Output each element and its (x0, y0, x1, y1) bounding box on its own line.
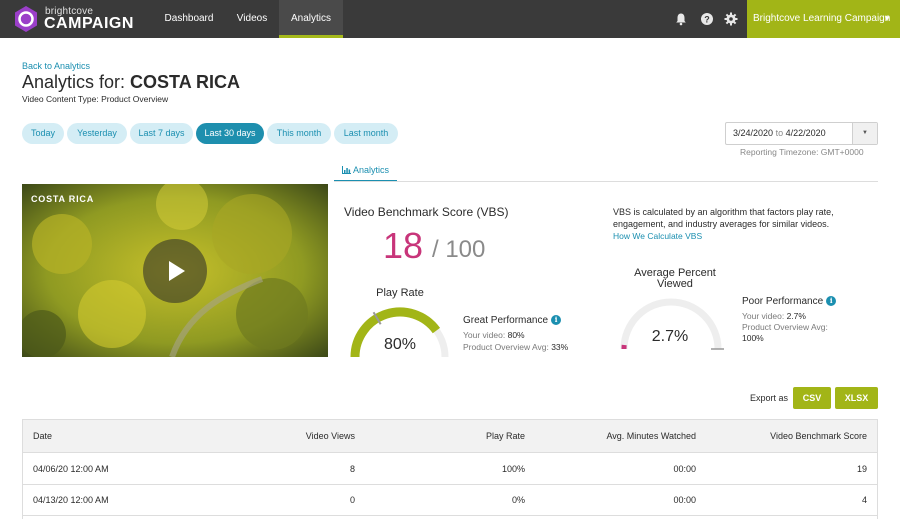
column-header-play-rate[interactable]: Play Rate (485, 431, 525, 441)
chevron-down-icon: ▼ (883, 14, 891, 23)
cell-video-views: 8 (349, 464, 355, 474)
vbs-score: 18 (383, 225, 424, 266)
percent-viewed-performance-label: Poor Performance (742, 296, 824, 307)
play-rate-your-video: Your video: 80% (463, 330, 525, 340)
date-end: 4/22/2020 (785, 128, 826, 138)
vbs-title: Video Benchmark Score (VBS) (344, 205, 509, 219)
vbs-max: / 100 (432, 236, 486, 263)
average-value: 100% (742, 333, 764, 343)
column-header-video-views[interactable]: Video Views (305, 431, 355, 441)
page-title: Analytics for: COSTA RICA (22, 72, 240, 93)
cell-play-rate: 0% (511, 495, 525, 505)
gear-icon[interactable] (724, 12, 738, 26)
bell-icon[interactable] (674, 12, 688, 26)
cell-video-benchmark-score: 4 (861, 495, 867, 505)
cell-date: 04/13/20 12:00 AM (33, 495, 109, 505)
page-title-prefix: Analytics for: (22, 72, 131, 92)
cell-play-rate: 100% (501, 464, 525, 474)
help-icon[interactable]: ? (700, 12, 714, 26)
table-row: 04/06/20 12:00 AM 8 100% 00:00 19 (23, 454, 877, 485)
play-rate-performance-label: Great Performance (463, 315, 549, 326)
export-csv-button[interactable]: CSV (793, 387, 831, 409)
tab-analytics[interactable]: Analytics (334, 160, 397, 182)
video-content-type: Video Content Type: Product Overview (22, 94, 169, 104)
percent-viewed-average: Product Overview Avg: 100% (742, 322, 862, 344)
range-yesterday-button[interactable]: Yesterday (67, 123, 127, 144)
logo-text-brightcove: brightcove (45, 6, 94, 17)
play-rate-performance: Great Performance i (463, 315, 562, 326)
vbs-description: VBS is calculated by an algorithm that f… (613, 207, 834, 229)
average-value: 33% (551, 342, 569, 352)
play-rate-title: Play Rate (376, 287, 424, 299)
your-video-value: 2.7% (786, 311, 806, 321)
video-title-overlay: COSTA RICA (31, 194, 94, 204)
dropdown-arrow-icon[interactable]: ▼ (852, 123, 877, 144)
range-today-button[interactable]: Today (22, 123, 64, 144)
your-video-label: Your video: (742, 311, 787, 321)
nav-tab-analytics[interactable]: Analytics (279, 0, 343, 38)
info-icon[interactable]: i (826, 296, 837, 307)
play-rate-avg-marker (372, 311, 382, 325)
table-header: Date Video Views Play Rate Avg. Minutes … (23, 420, 877, 453)
percent-viewed-title: Average Percent Viewed (634, 267, 716, 290)
range-last-30-days-button[interactable]: Last 30 days (196, 123, 264, 144)
bar-chart-icon (341, 166, 351, 174)
video-player[interactable]: COSTA RICA (22, 184, 328, 357)
range-last-month-button[interactable]: Last month (334, 123, 398, 144)
table-row: 04/13/20 12:00 AM 0 0% 00:00 4 (23, 485, 877, 516)
date-range-picker[interactable]: 3/24/2020 to 4/22/2020 ▼ (725, 122, 878, 145)
tab-analytics-label: Analytics (352, 165, 389, 175)
percent-viewed-value: 2.7% (651, 328, 689, 345)
column-header-avg-minutes-watched[interactable]: Avg. Minutes Watched (606, 431, 696, 441)
analytics-table: Date Video Views Play Rate Avg. Minutes … (22, 419, 878, 519)
your-video-label: Your video: (463, 330, 508, 340)
range-this-month-button[interactable]: This month (267, 123, 331, 144)
logo-text-campaign: CAMPAIGN (44, 15, 134, 32)
column-header-date[interactable]: Date (33, 431, 53, 441)
date-start: 3/24/2020 (733, 128, 774, 138)
play-rate-value: 80% (383, 336, 417, 353)
export-xlsx-button[interactable]: XLSX (835, 387, 878, 409)
back-to-analytics-link[interactable]: Back to Analytics (22, 61, 91, 71)
percent-viewed-your-video: Your video: 2.7% (742, 311, 806, 321)
average-label: Product Overview Avg: (742, 322, 828, 332)
tab-divider (334, 181, 878, 182)
your-video-value: 80% (507, 330, 525, 340)
play-rate-gauge-fill (350, 307, 441, 358)
play-icon (169, 261, 185, 281)
nav-tab-dashboard[interactable]: Dashboard (164, 13, 214, 24)
video-thumbnail (22, 184, 328, 357)
date-separator: to (775, 128, 784, 138)
info-icon[interactable]: i (551, 315, 562, 326)
percent-viewed-performance: Poor Performance i (742, 296, 837, 307)
account-menu-button[interactable]: Brightcove Learning Campaign ▼ (747, 0, 900, 38)
average-label: Product Overview Avg: (463, 342, 552, 352)
play-button[interactable] (143, 239, 207, 303)
column-header-video-benchmark-score[interactable]: Video Benchmark Score (770, 431, 867, 441)
cell-avg-minutes-watched: 00:00 (673, 495, 696, 505)
play-rate-average: Product Overview Avg: 33% (463, 342, 568, 352)
export-label: Export as (750, 393, 789, 403)
cell-video-benchmark-score: 19 (856, 464, 867, 474)
cell-video-views: 0 (349, 495, 355, 505)
cell-avg-minutes-watched: 00:00 (673, 464, 696, 474)
how-we-calculate-vbs-link[interactable]: How We Calculate VBS (613, 231, 703, 241)
page-title-video-name: COSTA RICA (130, 72, 241, 92)
percent-viewed-gauge (620, 298, 724, 350)
logo-icon (15, 6, 37, 32)
nav-tab-videos[interactable]: Videos (236, 13, 268, 24)
account-name: Brightcove Learning Campaign (753, 13, 891, 24)
cell-date: 04/06/20 12:00 AM (33, 464, 109, 474)
top-navigation-bar: brightcove CAMPAIGN Dashboard Videos Ana… (0, 0, 900, 38)
reporting-timezone: Reporting Timezone: GMT+0000 (740, 147, 864, 157)
play-rate-gauge (350, 307, 449, 358)
range-last-7-days-button[interactable]: Last 7 days (130, 123, 193, 144)
brightcove-campaign-logo[interactable]: brightcove CAMPAIGN (12, 5, 134, 33)
svg-text:?: ? (704, 15, 710, 25)
